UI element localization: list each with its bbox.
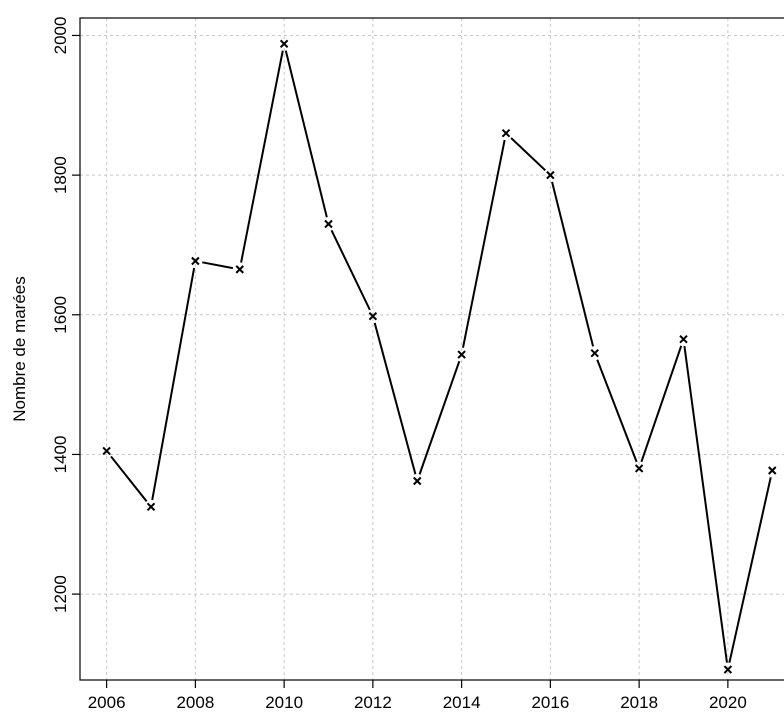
x-tick-label: 2016 [531, 693, 569, 712]
y-tick-label: 1400 [51, 436, 70, 474]
data-point-marker [279, 39, 289, 49]
marker-group [102, 39, 777, 674]
series-line-segment [551, 181, 595, 347]
grid-lines [80, 18, 784, 680]
plot-frame [79, 17, 784, 681]
series-line-segment [330, 229, 371, 311]
y-axis: 1200 1400 1600 1800 2000 [51, 17, 80, 613]
data-point-marker [723, 665, 733, 674]
data-point-marker [546, 170, 555, 180]
data-point-marker [457, 350, 466, 359]
x-tick-label: 2012 [354, 693, 392, 712]
x-tick-label: 2018 [620, 693, 658, 712]
data-point-marker [146, 502, 156, 512]
x-tick-label: 2020 [709, 693, 747, 712]
data-point-marker [634, 464, 644, 473]
data-point-marker [102, 446, 111, 456]
series-line-segment [510, 137, 546, 172]
series-line-segment [151, 267, 196, 501]
x-axis: 2006 2008 2010 2012 2014 2016 2018 2020 [88, 680, 747, 712]
x-tick-label: 2010 [265, 693, 303, 712]
series-line-segment [640, 345, 683, 463]
series-line-segment [462, 139, 506, 348]
y-tick-label: 1600 [51, 296, 70, 334]
series-line-segment [110, 455, 148, 502]
y-tick-label: 1800 [51, 156, 70, 194]
data-point-marker [324, 219, 333, 229]
data-point-marker [679, 335, 688, 344]
data-point-marker [768, 466, 777, 475]
series-line-segment [284, 50, 328, 218]
series-line-segment [596, 359, 638, 463]
data-point-marker [413, 476, 422, 486]
x-tick-label: 2006 [88, 693, 126, 712]
series-line-segment [418, 360, 461, 475]
series-line-group [110, 50, 772, 663]
series-line-segment [373, 322, 417, 475]
series-line-segment [240, 50, 284, 263]
x-tick-label: 2014 [443, 693, 481, 712]
y-tick-label: 1200 [51, 575, 70, 613]
y-axis-title: Nombre de marées [10, 276, 29, 422]
data-point-marker [368, 311, 378, 321]
series-line-segment [728, 477, 772, 663]
data-point-marker [191, 256, 200, 266]
series-line-segment [683, 346, 728, 663]
y-tick-label: 2000 [51, 17, 70, 55]
x-tick-label: 2008 [176, 693, 214, 712]
data-point-marker [235, 265, 244, 274]
data-point-marker [501, 129, 511, 138]
series-line-segment [202, 261, 234, 270]
data-point-marker [590, 348, 599, 358]
